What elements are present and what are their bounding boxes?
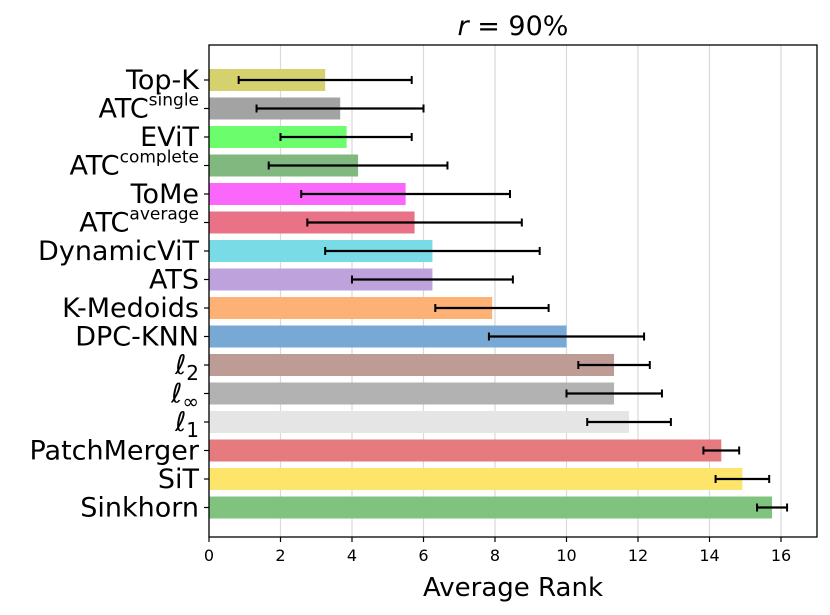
category-label: K-Medoids <box>62 293 199 324</box>
bar <box>209 411 630 433</box>
category-label: DPC-KNN <box>75 322 199 353</box>
bar <box>209 325 567 348</box>
bar <box>209 268 433 291</box>
category-label: SiT <box>158 464 200 495</box>
category-label-subscript: 1 <box>186 418 199 442</box>
category-label-base: ToMe <box>130 179 199 210</box>
error-bars <box>237 76 789 512</box>
category-label-base: K-Medoids <box>62 293 199 324</box>
bar <box>209 126 347 148</box>
title-rest: = 90% <box>469 11 569 42</box>
category-label-base: PatchMerger <box>29 436 199 467</box>
category-label: ATCaverage <box>79 205 199 239</box>
x-tick-label: 2 <box>275 546 285 565</box>
category-label-base: ℓ <box>170 379 182 410</box>
x-tick-label: 12 <box>628 546 648 565</box>
category-label-base: ATC <box>99 94 149 125</box>
category-label: EViT <box>140 122 199 153</box>
bar <box>209 468 743 490</box>
category-label-subscript: ∞ <box>182 390 199 414</box>
category-label: ATCsingle <box>99 91 199 125</box>
bar <box>209 354 615 376</box>
category-label: ToMe <box>130 179 199 210</box>
category-label: PatchMerger <box>29 436 199 467</box>
bar <box>209 240 433 262</box>
category-label: ℓ∞ <box>170 379 199 414</box>
category-label-base: DPC-KNN <box>75 322 199 353</box>
category-label-base: ℓ <box>174 350 186 381</box>
category-label: Sinkhorn <box>80 493 199 524</box>
x-tick-label: 6 <box>418 546 428 565</box>
category-label: Top-K <box>125 65 200 96</box>
category-label: ATCcomplete <box>69 148 199 182</box>
x-tick-label: 0 <box>204 546 214 565</box>
bar <box>209 297 493 319</box>
category-label: ℓ1 <box>174 407 199 442</box>
category-label: DynamicViT <box>38 236 199 267</box>
x-tick-label: 8 <box>490 546 500 565</box>
category-label-base: EViT <box>140 122 199 153</box>
category-label-superscript: average <box>129 205 199 225</box>
category-label-base: ATS <box>149 265 199 296</box>
title-variable: r <box>458 11 471 42</box>
x-tick-label: 14 <box>699 546 719 565</box>
bar <box>209 382 615 405</box>
category-label-subscript: 2 <box>186 361 199 385</box>
category-label: ℓ2 <box>174 350 199 385</box>
category-label-superscript: complete <box>120 148 199 168</box>
y-tick-labels: Top-KATCsingleEViTATCcompleteToMeATCaver… <box>29 65 200 524</box>
category-label-base: ℓ <box>174 407 186 438</box>
x-ticks: 0 2 4 6 8 10 12 14 16 <box>204 79 791 565</box>
bar <box>209 496 773 519</box>
category-label: ATS <box>149 265 199 296</box>
x-tick-label: 10 <box>556 546 576 565</box>
category-label-base: SiT <box>158 464 200 495</box>
chart-title: r = 90% <box>458 11 569 42</box>
x-axis-label: Average Rank <box>423 573 603 603</box>
category-label-base: ATC <box>69 151 119 182</box>
category-label-base: Top-K <box>125 65 200 96</box>
category-label-base: ATC <box>79 208 129 239</box>
category-label-superscript: single <box>149 91 199 111</box>
category-label-base: DynamicViT <box>38 236 199 267</box>
x-tick-label: 4 <box>347 546 357 565</box>
bar <box>209 439 722 462</box>
x-tick-label: 16 <box>771 546 791 565</box>
category-label-base: Sinkhorn <box>80 493 199 524</box>
plot-frame <box>208 44 818 538</box>
